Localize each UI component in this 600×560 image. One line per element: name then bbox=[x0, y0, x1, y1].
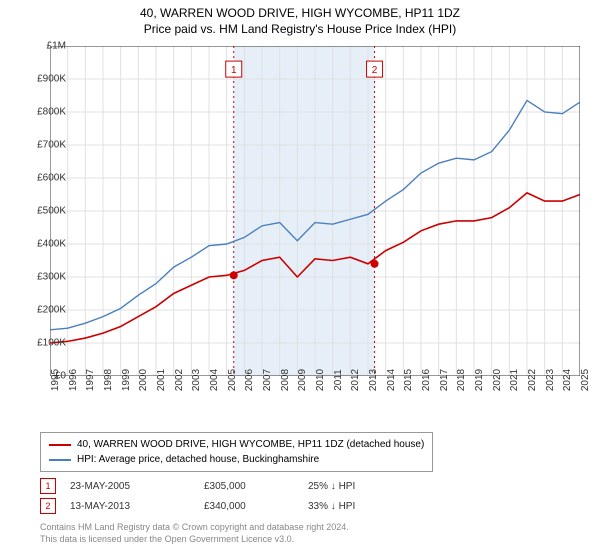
x-tick-label: 2004 bbox=[209, 369, 220, 391]
y-tick-label: £800K bbox=[26, 107, 66, 118]
legend-item-hpi: HPI: Average price, detached house, Buck… bbox=[49, 452, 424, 467]
x-tick-label: 1997 bbox=[85, 369, 96, 391]
x-tick-label: 2019 bbox=[474, 369, 485, 391]
x-tick-label: 2009 bbox=[297, 369, 308, 391]
marker-table: 1 23-MAY-2005 £305,000 25% ↓ HPI 2 13-MA… bbox=[40, 478, 408, 518]
svg-text:2: 2 bbox=[372, 65, 378, 76]
x-tick-label: 2003 bbox=[191, 369, 202, 391]
marker-row-2: 2 13-MAY-2013 £340,000 33% ↓ HPI bbox=[40, 498, 408, 514]
page-container: 40, WARREN WOOD DRIVE, HIGH WYCOMBE, HP1… bbox=[0, 0, 600, 560]
legend-swatch-property bbox=[49, 444, 71, 446]
svg-text:1: 1 bbox=[231, 65, 237, 76]
x-tick-label: 2015 bbox=[403, 369, 414, 391]
x-tick-label: 2011 bbox=[333, 369, 344, 391]
chart-title-block: 40, WARREN WOOD DRIVE, HIGH WYCOMBE, HP1… bbox=[0, 0, 600, 36]
x-tick-label: 2024 bbox=[562, 369, 573, 391]
y-tick-label: £900K bbox=[26, 74, 66, 85]
chart-title-line2: Price paid vs. HM Land Registry's House … bbox=[0, 22, 600, 36]
x-tick-label: 2017 bbox=[439, 369, 450, 391]
x-tick-label: 2007 bbox=[262, 369, 273, 391]
footer-attribution: Contains HM Land Registry data © Crown c… bbox=[40, 522, 349, 545]
chart-title-line1: 40, WARREN WOOD DRIVE, HIGH WYCOMBE, HP1… bbox=[0, 6, 600, 20]
footer-line1: Contains HM Land Registry data © Crown c… bbox=[40, 522, 349, 534]
x-tick-label: 2001 bbox=[156, 369, 167, 391]
x-tick-label: 1996 bbox=[68, 369, 79, 391]
x-tick-label: 2002 bbox=[174, 369, 185, 391]
y-tick-label: £700K bbox=[26, 140, 66, 151]
footer-line2: This data is licensed under the Open Gov… bbox=[40, 534, 349, 546]
marker-date-1: 23-MAY-2005 bbox=[70, 481, 190, 492]
x-tick-label: 2022 bbox=[527, 369, 538, 391]
marker-badge-2: 2 bbox=[40, 498, 56, 514]
y-tick-label: £1M bbox=[26, 41, 66, 52]
legend-swatch-hpi bbox=[49, 459, 71, 461]
legend-label-hpi: HPI: Average price, detached house, Buck… bbox=[77, 452, 319, 467]
y-tick-label: £200K bbox=[26, 305, 66, 316]
x-tick-label: 2016 bbox=[421, 369, 432, 391]
x-tick-label: 2006 bbox=[244, 369, 255, 391]
x-tick-label: 2018 bbox=[456, 369, 467, 391]
chart-area: 12 bbox=[50, 46, 580, 376]
marker-price-2: £340,000 bbox=[204, 501, 294, 512]
y-tick-label: £400K bbox=[26, 239, 66, 250]
x-tick-label: 2010 bbox=[315, 369, 326, 391]
marker-date-2: 13-MAY-2013 bbox=[70, 501, 190, 512]
chart-svg: 12 bbox=[50, 46, 580, 376]
x-tick-label: 2023 bbox=[545, 369, 556, 391]
x-tick-label: 2000 bbox=[138, 369, 149, 391]
x-tick-label: 2012 bbox=[350, 369, 361, 391]
marker-diff-1: 25% ↓ HPI bbox=[308, 481, 408, 492]
legend-item-property: 40, WARREN WOOD DRIVE, HIGH WYCOMBE, HP1… bbox=[49, 437, 424, 452]
x-tick-label: 1995 bbox=[50, 369, 61, 391]
marker-badge-1: 1 bbox=[40, 478, 56, 494]
x-tick-label: 2005 bbox=[227, 369, 238, 391]
y-tick-label: £500K bbox=[26, 206, 66, 217]
x-tick-label: 1999 bbox=[121, 369, 132, 391]
x-tick-label: 1998 bbox=[103, 369, 114, 391]
legend-box: 40, WARREN WOOD DRIVE, HIGH WYCOMBE, HP1… bbox=[40, 432, 433, 472]
marker-price-1: £305,000 bbox=[204, 481, 294, 492]
y-tick-label: £300K bbox=[26, 272, 66, 283]
x-tick-label: 2008 bbox=[280, 369, 291, 391]
x-tick-label: 2025 bbox=[580, 369, 591, 391]
x-tick-label: 2014 bbox=[386, 369, 397, 391]
y-tick-label: £600K bbox=[26, 173, 66, 184]
marker-diff-2: 33% ↓ HPI bbox=[308, 501, 408, 512]
marker-row-1: 1 23-MAY-2005 £305,000 25% ↓ HPI bbox=[40, 478, 408, 494]
y-tick-label: £100K bbox=[26, 338, 66, 349]
x-tick-label: 2020 bbox=[492, 369, 503, 391]
x-tick-label: 2013 bbox=[368, 369, 379, 391]
x-tick-label: 2021 bbox=[509, 369, 520, 391]
legend-label-property: 40, WARREN WOOD DRIVE, HIGH WYCOMBE, HP1… bbox=[77, 437, 424, 452]
